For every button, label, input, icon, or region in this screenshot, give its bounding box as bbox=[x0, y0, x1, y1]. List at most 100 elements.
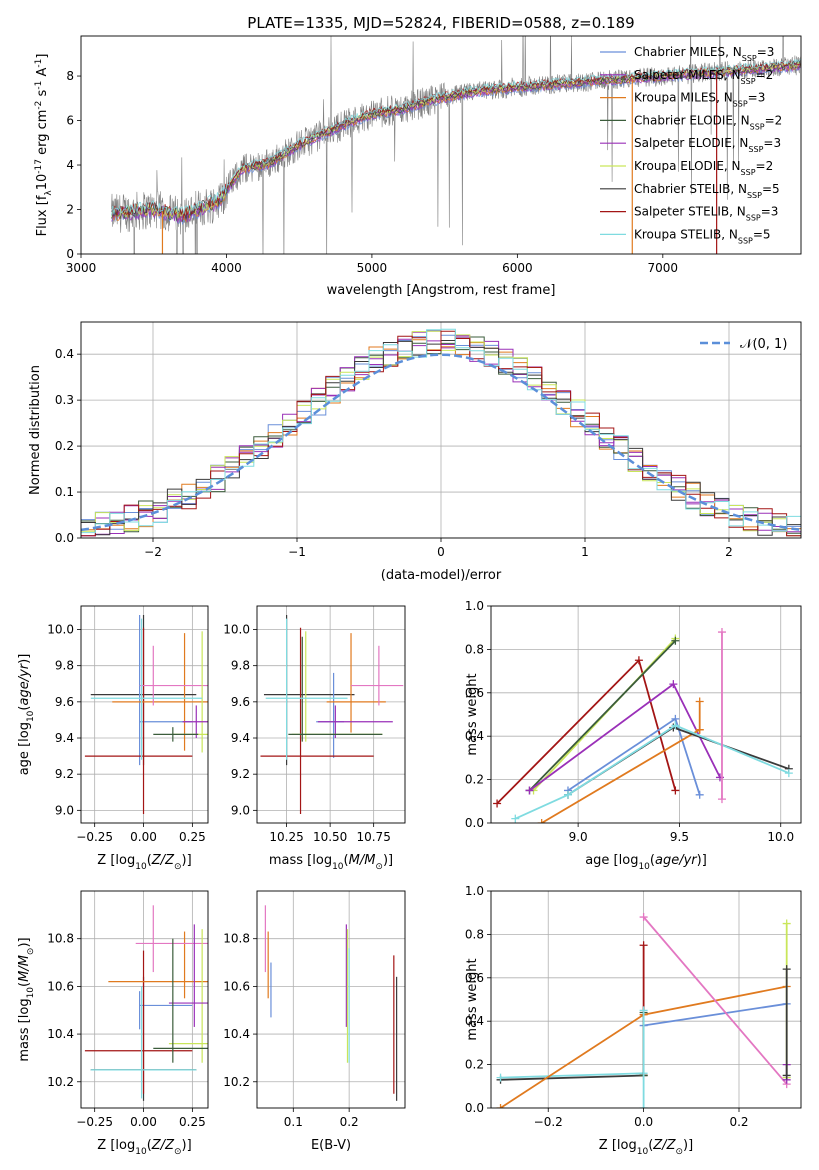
legend-nssp-prefix: , N bbox=[733, 113, 750, 127]
weight-marker bbox=[639, 913, 648, 922]
legend-series-name: Kroupa ELODIE bbox=[634, 159, 724, 173]
mass-vs-Z-xlabel-part: 10 bbox=[135, 1147, 147, 1157]
legend-nssp-prefix: , N bbox=[730, 182, 747, 196]
legend-label-normal: 𝒩(0, 1) bbox=[740, 337, 787, 352]
weight-vs-age-xlabel-part: 10 bbox=[638, 862, 650, 872]
y-tick-label: 1.0 bbox=[465, 599, 484, 613]
y-tick-label: 0.0 bbox=[55, 531, 74, 545]
y-tick-label: 10.0 bbox=[47, 623, 74, 637]
age-vs-Z-xlabel-part: Z/Z bbox=[151, 853, 175, 868]
weight-vs-age-xlabel-part: age/yr bbox=[655, 853, 698, 868]
age-vs-mass-xlabel-part: mass [ bbox=[269, 853, 312, 868]
weight-marker bbox=[496, 1104, 505, 1108]
legend-series-name: Salpeter ELODIE bbox=[634, 136, 732, 150]
weight-marker bbox=[695, 697, 704, 706]
legend-label-1: Salpeter MILES, NSSP=2 bbox=[634, 68, 773, 86]
weight-marker bbox=[493, 799, 502, 808]
mass-vs-ebv-frame bbox=[256, 890, 406, 1109]
y-tick-label: 0.3 bbox=[55, 393, 74, 407]
legend-label-3: Chabrier ELODIE, NSSP=2 bbox=[634, 113, 782, 130]
y-tick-label: 10.4 bbox=[47, 1027, 74, 1041]
age-vs-mass-xlabel-part: log bbox=[312, 853, 332, 868]
age-vs-mass-plot-area bbox=[257, 606, 405, 823]
residuals-plot-area bbox=[81, 322, 801, 538]
x-tick-label: −0.25 bbox=[76, 830, 113, 844]
legend-label-2: Kroupa MILES, NSSP=3 bbox=[634, 91, 765, 109]
legend-nssp-eq: = bbox=[753, 227, 763, 241]
weight-vs-Z-xlabel-part: log bbox=[617, 1138, 637, 1153]
y-tick-label: 9.2 bbox=[231, 767, 250, 781]
model-line-3 bbox=[111, 62, 801, 222]
spectrum-ylabel-part: A bbox=[35, 68, 50, 81]
spectrum-title: PLATE=1335, MJD=52824, FIBERID=0588, z=0… bbox=[247, 14, 634, 32]
weight-line-1 bbox=[500, 1072, 644, 1079]
legend-nssp-sub: SSP bbox=[747, 190, 762, 199]
legend-nssp-eq: = bbox=[761, 205, 771, 219]
residual-histogram-7 bbox=[81, 330, 801, 537]
y-tick-label: 0.4 bbox=[55, 347, 74, 361]
weight-marker bbox=[525, 786, 534, 795]
x-tick-label: 10.50 bbox=[313, 830, 347, 844]
mass-vs-Z-ylabel: mass [log10(M/M⊙)] bbox=[17, 937, 36, 1061]
weight-vs-age-xlabel-part: age [ bbox=[585, 853, 618, 868]
age-vs-mass-xlabel: mass [log10(M/M⊙)] bbox=[269, 853, 393, 872]
x-tick-label: −2 bbox=[144, 545, 162, 559]
weight-vs-age-xlabel-part: log bbox=[619, 853, 639, 868]
y-tick-label: 9.6 bbox=[231, 695, 250, 709]
weight-vs-age-plot-area bbox=[491, 606, 801, 823]
age-vs-Z-xlabel-part: )] bbox=[182, 853, 192, 868]
legend-nssp-value: 5 bbox=[763, 227, 771, 241]
legend-nssp-prefix: , N bbox=[729, 205, 746, 219]
age-vs-Z-xlabel-part: log bbox=[115, 853, 135, 868]
spectrum-ylabel-part: Flux [f bbox=[35, 195, 50, 236]
y-tick-label: 2 bbox=[66, 203, 74, 217]
weight-vs-age-frame bbox=[490, 605, 802, 824]
y-tick-label: 9.2 bbox=[55, 767, 74, 781]
y-tick-label: 1.0 bbox=[465, 884, 484, 898]
mass-vs-Z-ylabel-part: mass [ bbox=[17, 1018, 32, 1061]
weight-marker bbox=[671, 636, 680, 645]
x-tick-label: 10.75 bbox=[356, 830, 390, 844]
x-tick-label: 0.00 bbox=[130, 1115, 157, 1129]
legend-nssp-eq: = bbox=[757, 45, 767, 59]
weight-vs-age-xlabel: age [log10(age/yr)] bbox=[585, 853, 707, 872]
x-tick-label: 10.0 bbox=[767, 830, 794, 844]
legend-nssp-sub: SSP bbox=[741, 168, 756, 177]
x-tick-label: 0.25 bbox=[179, 830, 206, 844]
legend-nssp-value: 3 bbox=[758, 91, 766, 105]
spectrum-ylabel-part: -1 bbox=[34, 81, 44, 90]
legend-nssp-prefix: , N bbox=[724, 159, 741, 173]
x-tick-label: 0.2 bbox=[340, 1115, 359, 1129]
y-tick-label: 10.6 bbox=[47, 979, 74, 993]
y-tick-label: 0.6 bbox=[465, 686, 484, 700]
age-vs-mass-xlabel-part: ( bbox=[344, 853, 349, 868]
legend-series-name: Kroupa STELIB bbox=[634, 227, 721, 241]
age-vs-mass-xlabel-part: M/M bbox=[349, 853, 376, 868]
weight-vs-Z-xlabel-part: ⊙ bbox=[675, 1147, 683, 1157]
age-vs-Z-ylabel-part: 10 bbox=[26, 710, 36, 722]
y-tick-label: 0.8 bbox=[465, 642, 484, 656]
legend-label-4: Salpeter ELODIE, NSSP=3 bbox=[634, 136, 781, 154]
weight-marker bbox=[695, 790, 704, 799]
y-tick-label: 10.2 bbox=[223, 1075, 250, 1089]
spectrum-ylabel-part: s bbox=[35, 89, 50, 100]
y-tick-label: 9.4 bbox=[231, 731, 250, 745]
y-tick-label: 0.2 bbox=[465, 773, 484, 787]
weight-vs-Z-frame bbox=[490, 890, 802, 1109]
weight-line-5 bbox=[541, 728, 701, 823]
weight-marker bbox=[639, 1006, 648, 1015]
weight-vs-Z-ylabel: mass weight bbox=[465, 958, 480, 1040]
y-tick-label: 10.2 bbox=[47, 1075, 74, 1089]
weight-marker bbox=[669, 680, 678, 689]
y-tick-label: 0 bbox=[66, 247, 74, 261]
y-tick-label: 9.8 bbox=[231, 659, 250, 673]
y-tick-label: 0.0 bbox=[465, 816, 484, 830]
age-vs-Z-plot-area bbox=[81, 606, 208, 823]
mass-vs-Z-ylabel-part: ⊙ bbox=[26, 948, 36, 956]
mass-vs-Z-ylabel-part: M/M bbox=[17, 955, 32, 982]
weight-marker bbox=[717, 628, 726, 637]
mass-vs-ebv-xlabel: E(B-V) bbox=[311, 1138, 351, 1153]
weight-marker bbox=[717, 795, 726, 804]
weight-line-7 bbox=[514, 724, 790, 820]
x-tick-label: 6000 bbox=[502, 261, 533, 275]
